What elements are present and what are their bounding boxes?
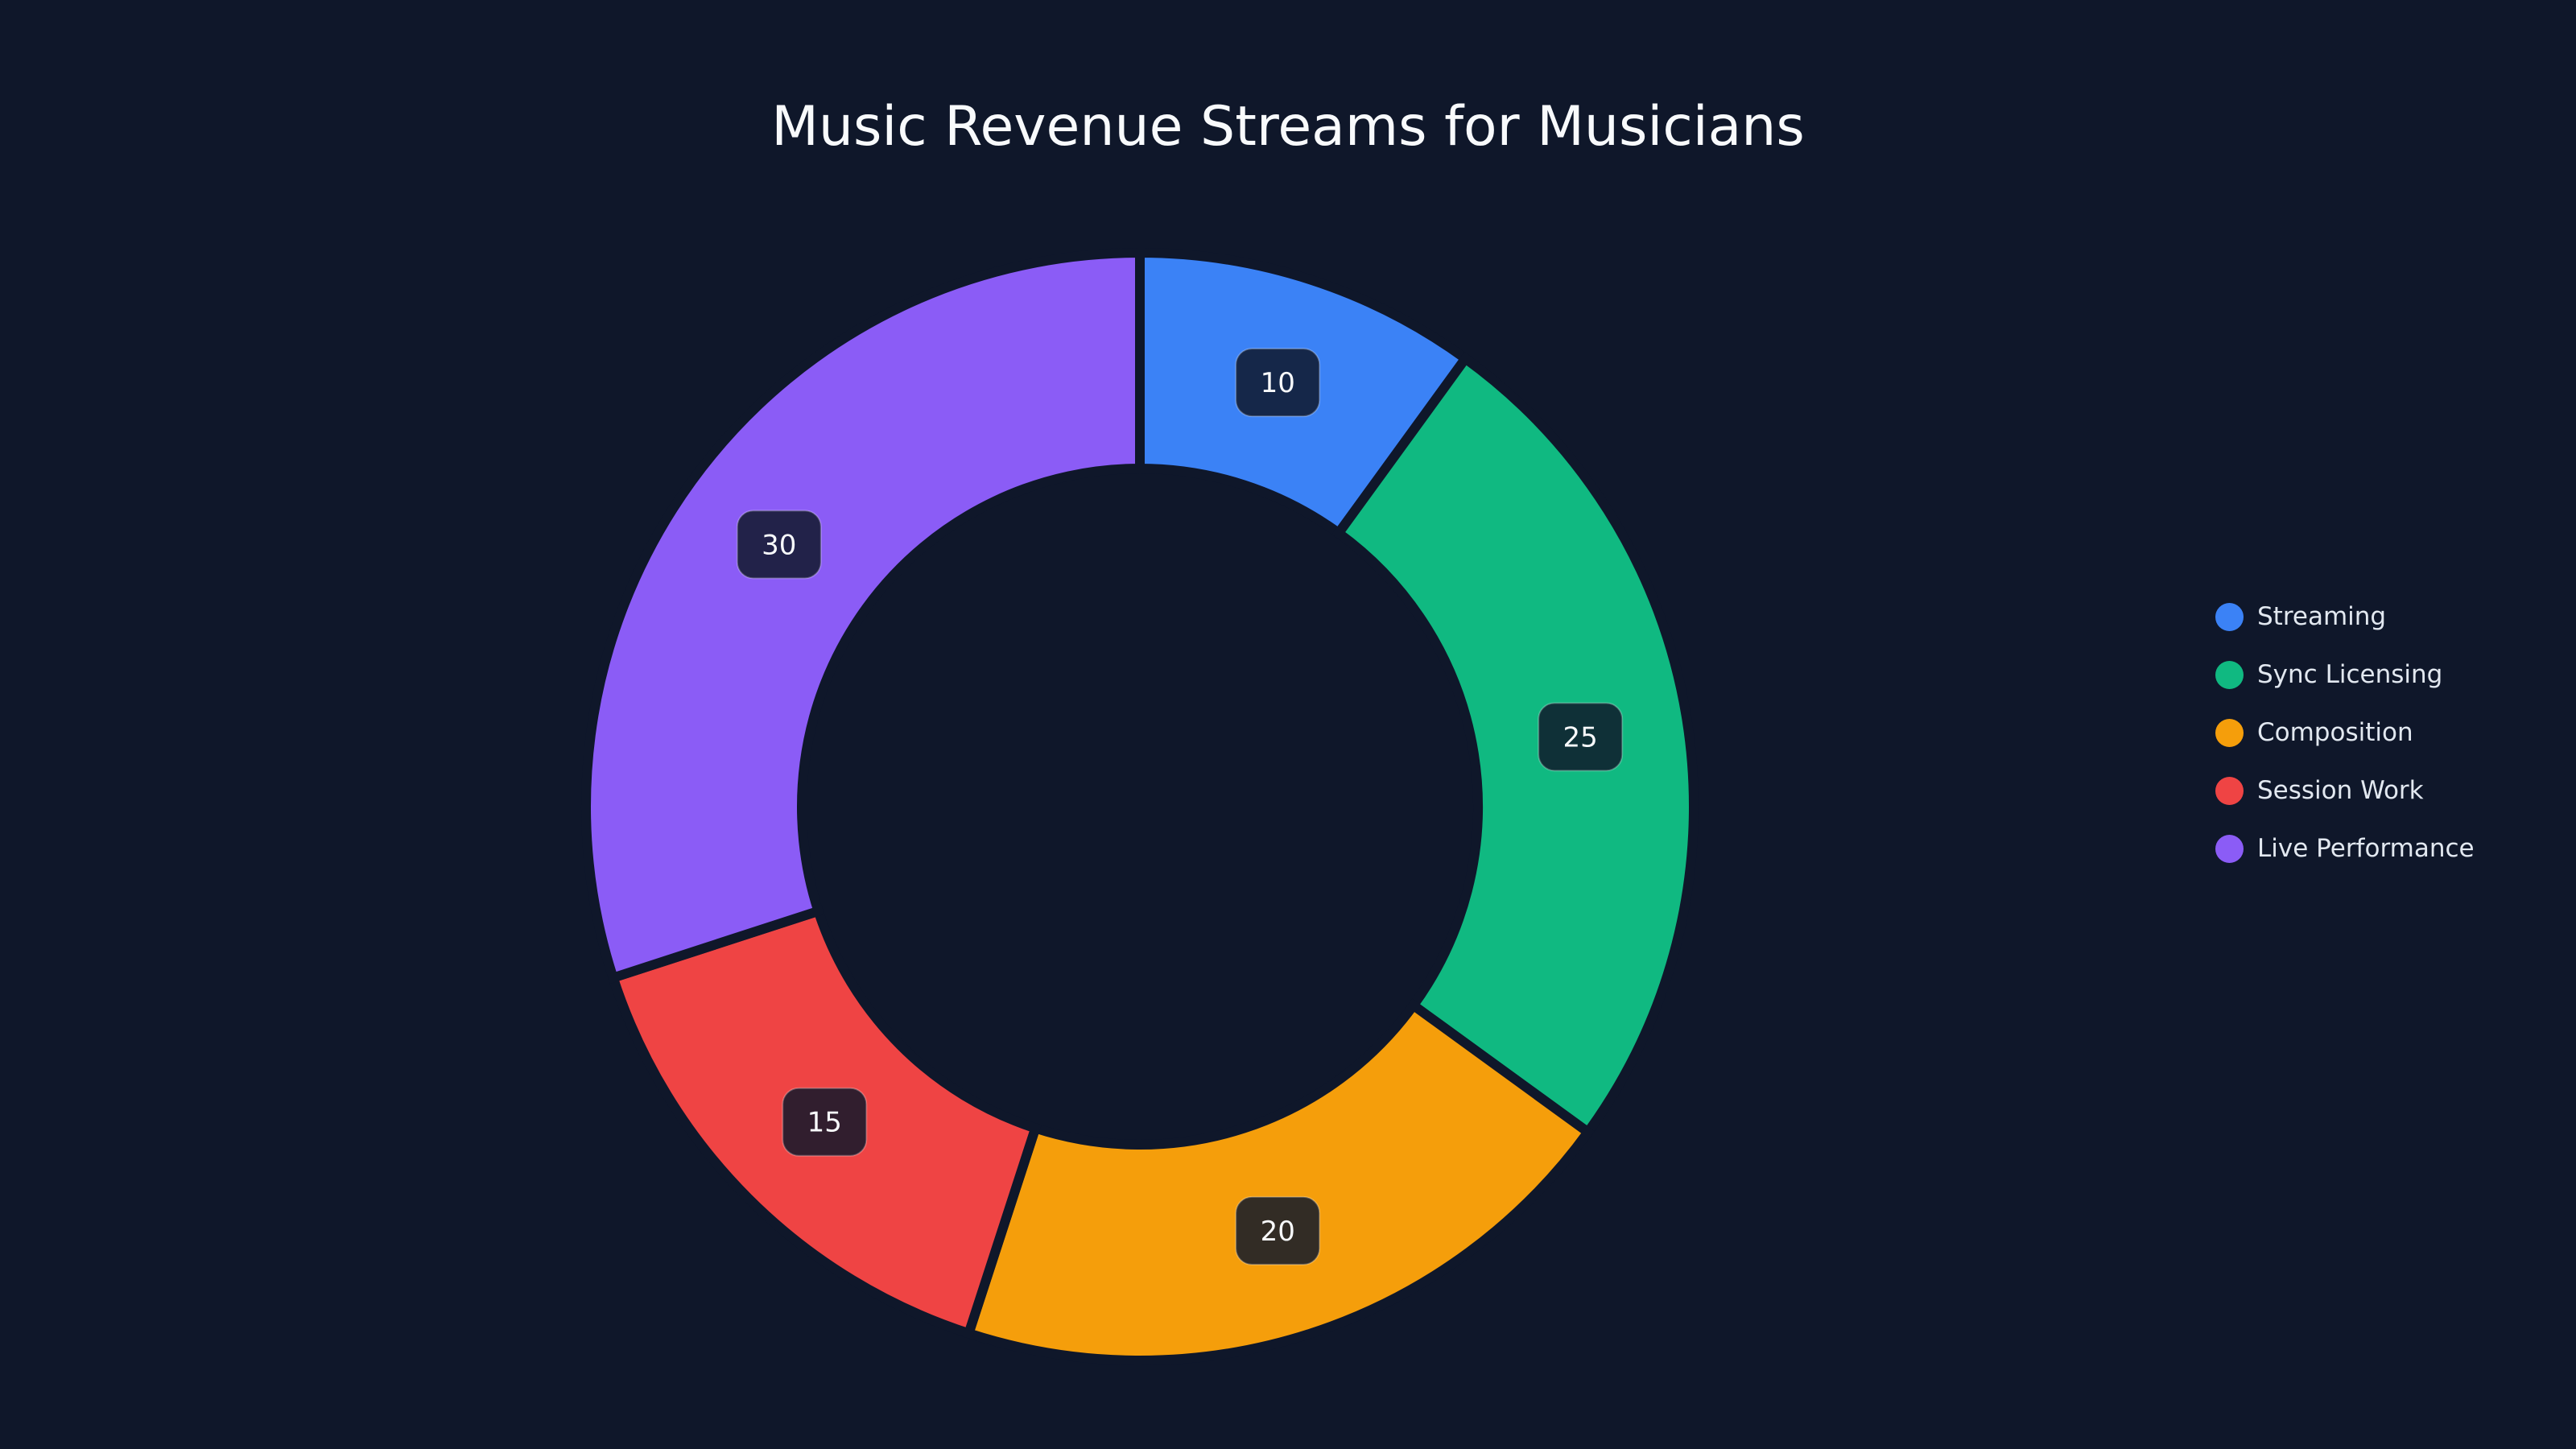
slice-sync-licensing[interactable] [1331, 352, 1699, 1139]
legend-item-session-work[interactable]: Session Work [2215, 762, 2475, 819]
legend-swatch [2215, 776, 2244, 805]
legend-item-streaming[interactable]: Streaming [2215, 588, 2475, 646]
data-label: 30 [736, 510, 822, 580]
legend-label: Streaming [2257, 602, 2387, 631]
legend-label: Composition [2257, 718, 2413, 747]
data-label-box [1538, 702, 1624, 772]
data-label-box [782, 1087, 868, 1157]
legend: Streaming Sync Licensing Composition Sessio… [2215, 588, 2475, 877]
legend-label: Sync Licensing [2257, 660, 2443, 689]
data-label: 15 [782, 1087, 868, 1157]
data-label-text: 20 [1261, 1216, 1295, 1248]
legend-swatch [2215, 834, 2244, 863]
data-label-text: 25 [1563, 721, 1598, 753]
data-label-box [736, 510, 822, 580]
data-label: 10 [1235, 348, 1321, 418]
legend-item-composition[interactable]: Composition [2215, 704, 2475, 762]
data-label-box [1235, 348, 1321, 418]
slice-composition[interactable] [962, 998, 1595, 1366]
chart-title: Music Revenue Streams for Musicians [771, 95, 1805, 159]
legend-label: Session Work [2257, 776, 2424, 805]
legend-item-live-performance[interactable]: Live Performance [2215, 819, 2475, 877]
legend-swatch [2215, 602, 2244, 631]
data-label-text: 15 [807, 1107, 842, 1139]
data-label-box [1235, 1195, 1321, 1265]
slice-live-performance[interactable] [581, 247, 1145, 985]
data-label-text: 10 [1261, 367, 1295, 399]
legend-swatch [2215, 660, 2244, 689]
data-label: 20 [1235, 1195, 1321, 1265]
data-label-text: 30 [762, 529, 796, 561]
legend-swatch [2215, 718, 2244, 747]
legend-label: Live Performance [2257, 834, 2475, 863]
legend-item-sync-licensing[interactable]: Sync Licensing [2215, 646, 2475, 704]
data-label: 25 [1538, 702, 1624, 772]
